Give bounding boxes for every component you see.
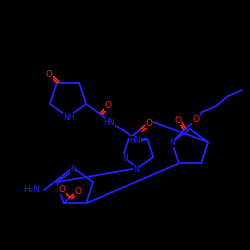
Text: N: N xyxy=(133,166,139,174)
Text: O: O xyxy=(104,101,112,110)
Text: N: N xyxy=(70,164,76,173)
Text: N: N xyxy=(122,154,128,164)
Text: N: N xyxy=(169,138,175,147)
Text: O: O xyxy=(192,115,200,124)
Text: O: O xyxy=(45,70,52,79)
Text: O: O xyxy=(58,185,65,194)
Text: HN: HN xyxy=(129,136,141,145)
Text: HN: HN xyxy=(103,118,115,127)
Text: O: O xyxy=(174,116,182,125)
Text: NH: NH xyxy=(63,114,75,122)
Text: O: O xyxy=(145,118,152,128)
Text: H₂N: H₂N xyxy=(24,186,40,194)
Text: O: O xyxy=(74,187,81,196)
